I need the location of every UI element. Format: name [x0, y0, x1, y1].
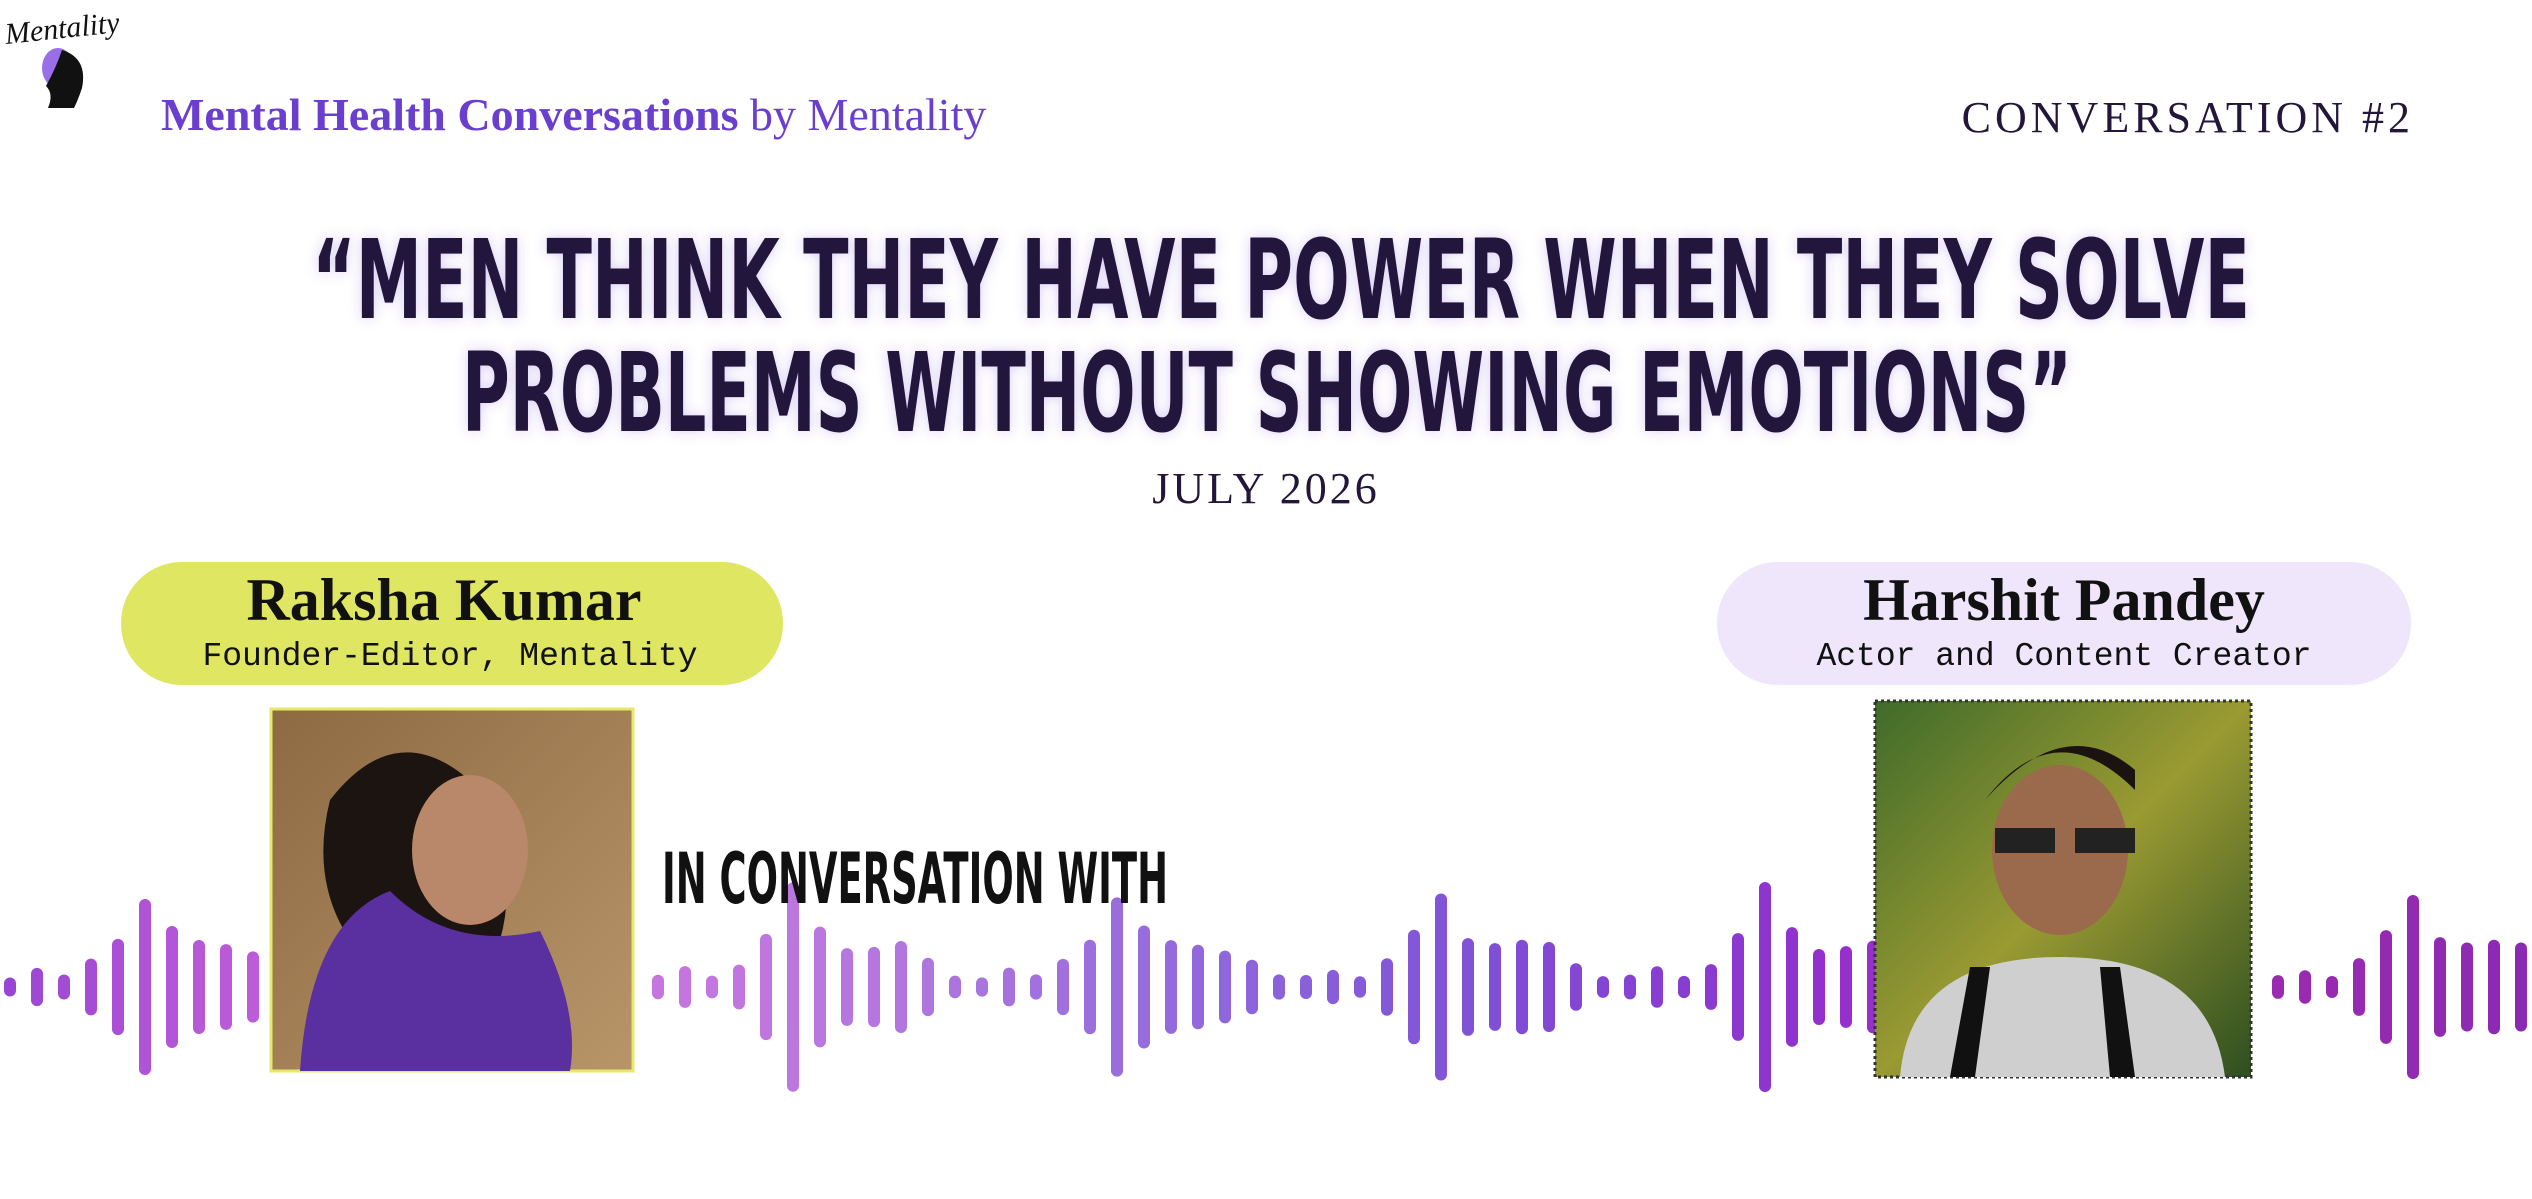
wave-bar: [2461, 942, 2473, 1032]
wave-bar: [1813, 948, 1825, 1026]
wave-bar: [2380, 930, 2392, 1044]
wave-bar: [247, 951, 259, 1023]
wave-bar: [949, 975, 961, 999]
wave-bar: [112, 938, 124, 1036]
wave-bar: [2272, 975, 2284, 999]
wave-bar: [1705, 964, 1717, 1010]
guest-name: Harshit Pandey: [1863, 567, 2265, 633]
wave-bar: [1840, 946, 1852, 1028]
quote-line: “MEN THINK THEY HAVE POWER WHEN THEY SOL…: [312, 216, 2250, 344]
wave-bar: [85, 958, 97, 1016]
wave-bar: [2299, 970, 2311, 1004]
connector: IN CONVERSATION WITH: [662, 838, 1168, 920]
wave-bar: [31, 967, 43, 1007]
wave-bar: [1786, 927, 1798, 1047]
guest-role: Actor and Content Creator: [1816, 638, 2311, 675]
wave-bar: [166, 926, 178, 1048]
logo: Mentality: [2, 6, 122, 108]
wave-bar: [1003, 967, 1015, 1007]
quote-line: PROBLEMS WITHOUT SHOWING EMOTIONS”: [462, 329, 2072, 457]
wave-bar: [2515, 942, 2527, 1032]
wave-bar: [706, 975, 718, 999]
wave-bar: [2326, 976, 2338, 998]
wave-bar: [2353, 958, 2365, 1016]
wave-bar: [1462, 938, 1474, 1036]
episode: CONVERSATION #2: [1962, 93, 2414, 142]
wave-bar: [1138, 925, 1150, 1049]
host-photo: [269, 707, 635, 1073]
wave-bar: [4, 977, 16, 997]
wave-bar: [976, 977, 988, 997]
guest-pill: [1717, 562, 2411, 685]
wave-bar: [1732, 933, 1744, 1041]
wave-bar: [1651, 966, 1663, 1008]
wave-bar: [2488, 939, 2500, 1035]
wave-bar: [220, 944, 232, 1030]
wave-bar: [1489, 943, 1501, 1031]
wave-bar: [2407, 894, 2419, 1080]
wave-bar: [1597, 976, 1609, 998]
wave-bar: [2434, 937, 2446, 1037]
wave-bar: [733, 964, 745, 1010]
wave-bar: [1030, 974, 1042, 1000]
wave-bar: [1354, 976, 1366, 998]
wave-bar: [1084, 939, 1096, 1035]
host-name: Raksha Kumar: [246, 567, 641, 633]
wave-bar: [1408, 929, 1420, 1045]
wave-bar: [922, 957, 934, 1017]
wave-bar: [760, 933, 772, 1041]
wave-bar: [1543, 942, 1555, 1032]
host-role: Founder-Editor, Mentality: [202, 638, 697, 675]
wave-bar: [193, 939, 205, 1035]
wave-bar: [1570, 963, 1582, 1011]
wave-bar: [1759, 882, 1771, 1092]
wave-bar: [679, 966, 691, 1008]
wave-bar: [868, 946, 880, 1028]
wave-bar: [1435, 893, 1447, 1081]
wave-bar: [1111, 897, 1123, 1077]
waveform: [4, 882, 2527, 1092]
logo-text: Mentality: [2, 6, 121, 51]
wave-bar: [814, 926, 826, 1048]
brand-rest: by Mentality: [750, 89, 986, 140]
wave-bar: [1165, 940, 1177, 1034]
wave-bar: [1246, 959, 1258, 1015]
wave-bar: [1327, 969, 1339, 1005]
date: JULY 2026: [1152, 464, 1380, 513]
wave-bar: [1219, 950, 1231, 1024]
host-pill: [121, 562, 783, 685]
wave-bar: [1192, 944, 1204, 1030]
wave-bar: [652, 974, 664, 1000]
wave-bar: [841, 948, 853, 1026]
wave-bar: [787, 882, 799, 1092]
wave-bar: [1678, 975, 1690, 999]
guest-photo: [1873, 699, 2253, 1079]
wave-bar: [1057, 958, 1069, 1016]
wave-bar: [58, 974, 70, 1000]
wave-bar: [1381, 958, 1393, 1016]
wave-bar: [139, 899, 151, 1075]
wave-bar: [1300, 974, 1312, 1000]
wave-bar: [895, 940, 907, 1034]
wave-bar: [1273, 974, 1285, 1000]
brand-bold: Mental Health Conversations: [161, 89, 739, 140]
brand: Mental Health Conversations by Mentality: [161, 89, 986, 140]
wave-bar: [1516, 939, 1528, 1035]
wave-bar: [1624, 974, 1636, 1000]
